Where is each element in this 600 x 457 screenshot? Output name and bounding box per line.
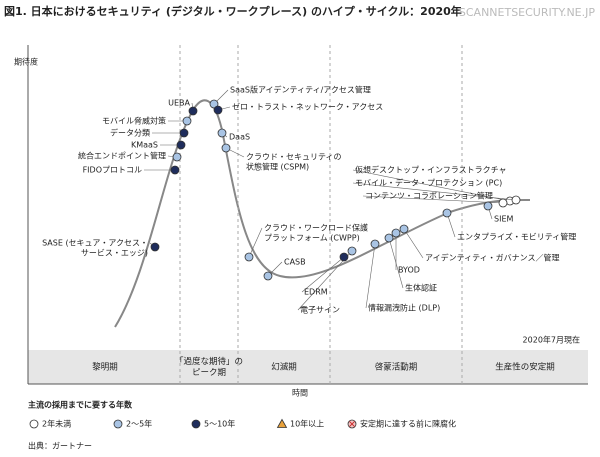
- technology-marker: [442, 208, 452, 218]
- y-axis-label: 期待度: [14, 57, 38, 67]
- technology-marker: [221, 143, 231, 153]
- legend-marker: [191, 419, 201, 429]
- technology-label: 仮想デスクトップ・インフラストラクチャ: [355, 165, 507, 175]
- technology-label: 生体認証: [405, 283, 437, 293]
- technology-label: 情報漏洩防止 (DLP): [368, 303, 440, 313]
- technology-marker: [170, 165, 180, 175]
- technology-marker: [263, 271, 273, 281]
- technology-label: プラットフォーム (CWPP): [264, 234, 360, 243]
- leader-line: [403, 228, 424, 259]
- technology-marker: [179, 128, 189, 138]
- legend-marker: [29, 419, 39, 429]
- phase-label: ピーク期: [192, 368, 226, 378]
- legend-label: 5～10年: [204, 419, 235, 429]
- technology-marker: [244, 252, 254, 262]
- technology-label: SASE (セキュア・アクセス・: [42, 239, 148, 248]
- technology-label: アイデンティティ・ガバナンス／管理: [425, 253, 559, 263]
- phase-band: [28, 350, 588, 384]
- technology-marker: [511, 195, 521, 205]
- technology-marker: [347, 246, 357, 256]
- technology-marker: [182, 116, 192, 126]
- technology-marker: [384, 233, 394, 243]
- legend-label: 10年以上: [290, 419, 324, 429]
- legend-title: 主流の採用までに要する年数: [28, 400, 133, 410]
- phase-label: 「過度な期待」の: [175, 356, 243, 367]
- technology-label: CASB: [284, 258, 306, 267]
- technology-label: エンタプライズ・モビリティ管理: [457, 232, 576, 242]
- technology-marker: [209, 99, 219, 109]
- technology-label: データ分類: [110, 128, 150, 138]
- technology-marker: [217, 128, 227, 138]
- leader-line: [352, 182, 517, 201]
- leader-line: [248, 227, 263, 258]
- x-axis-label: 時間: [292, 389, 308, 398]
- technology-label: サービス・エッジ): [81, 249, 148, 258]
- technology-label: UEBA: [168, 99, 190, 108]
- legend-label: 安定期に達する前に陳腐化: [360, 419, 456, 429]
- legend-marker: [276, 418, 288, 428]
- technology-label: EDRM: [304, 288, 328, 297]
- technology-marker: [483, 201, 493, 211]
- technology-marker: [498, 198, 508, 208]
- phase-label: 生産性の安定期: [495, 362, 555, 373]
- technology-label: BYOD: [398, 266, 420, 275]
- as-of: 2020年7月現在: [523, 335, 580, 345]
- technology-label: コンテンツ・コラボレーション管理: [365, 191, 493, 201]
- technology-label: FIDOプロトコル: [83, 166, 142, 175]
- leader-line: [365, 243, 376, 309]
- leader-line: [362, 195, 504, 204]
- source: 出典：ガートナー: [28, 441, 92, 451]
- technology-marker: [339, 252, 349, 262]
- technology-marker: [188, 106, 198, 116]
- technology-label: DaaS: [229, 133, 250, 142]
- technology-label: クラウド・ワークロード保護: [264, 223, 368, 233]
- technology-marker: [150, 242, 160, 252]
- technology-label: 状態管理 (CSPM): [246, 162, 309, 172]
- technology-marker: [370, 239, 380, 249]
- title: 図1. 日本におけるセキュリティ (デジタル・ワークプレース) のハイプ・サイク…: [4, 4, 462, 18]
- leader-line: [352, 169, 511, 202]
- phase-label: 黎明期: [92, 362, 118, 373]
- technology-label: モバイル脅威対策: [102, 116, 166, 126]
- technology-marker: [399, 224, 409, 234]
- technology-marker: [172, 152, 182, 162]
- watermark: SCANNETSECURITY.NE.JP: [459, 6, 595, 19]
- legend-label: 2～5年: [126, 419, 152, 429]
- technology-label: クラウド・セキュリティの: [246, 153, 342, 162]
- technology-label: KMaaS: [131, 141, 158, 150]
- technology-marker: [176, 140, 186, 150]
- legend-marker-x: [349, 421, 355, 427]
- technology-label: SaaS版アイデンティティ/アクセス管理: [230, 85, 371, 95]
- technology-marker: [391, 228, 401, 238]
- technology-label: SIEM: [494, 215, 513, 224]
- technology-label: 統合エンドポイント管理: [78, 151, 166, 161]
- leader-line: [301, 256, 345, 293]
- phase-label: 啓蒙活動期: [375, 362, 418, 373]
- technology-label: 電子サイン: [300, 306, 340, 315]
- technology-label: モバイル・データ・プロテクション (PC): [355, 178, 502, 188]
- technology-label: ゼロ・トラスト・ネットワーク・アクセス: [232, 102, 383, 112]
- legend-marker: [113, 419, 123, 429]
- phase-label: 幻滅期: [271, 362, 297, 373]
- legend-label: 2年未満: [42, 419, 71, 429]
- technology-marker: [213, 105, 223, 115]
